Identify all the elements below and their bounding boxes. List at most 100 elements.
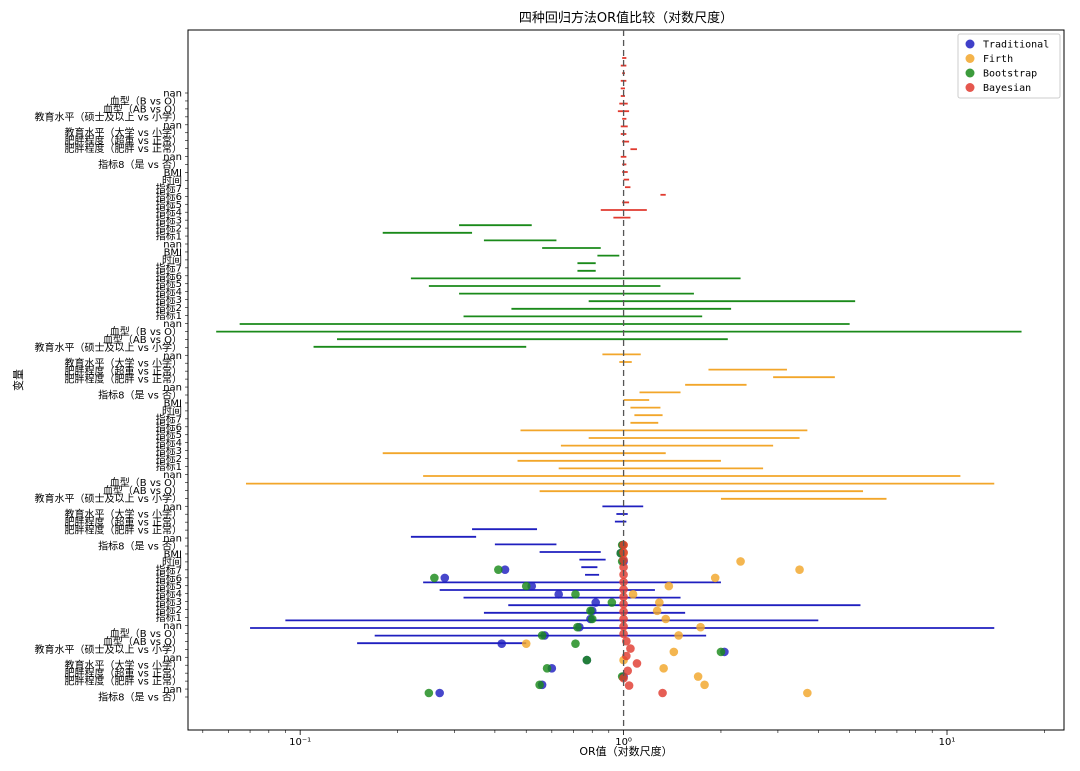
y-tick-label: 肥胖程度（肥胖 vs 正常） [65, 524, 183, 537]
y-tick-label: 肥胖程度（肥胖 vs 正常） [65, 142, 183, 155]
point-firth [803, 688, 812, 698]
point-firth [669, 647, 679, 657]
point-bootstrap [716, 647, 726, 657]
y-tick-label: 指标5 [156, 198, 182, 211]
x-tick-label: 10⁻¹ [289, 737, 311, 748]
y-tick-label: 教育水平（大学 vs 小学） [65, 357, 183, 370]
y-tick-label: 指标5 [156, 277, 182, 290]
point-firth [693, 672, 703, 681]
legend: Traditional Firth Bootstrap Bayesian [957, 33, 1061, 99]
y-tick-label: 指标3 [156, 444, 182, 457]
y-tick-label: nan [163, 621, 182, 632]
point-firth [652, 606, 662, 616]
y-tick-label: 指标3 [156, 214, 182, 227]
point-traditional [497, 639, 507, 648]
x-axis-label: OR值（对数尺度） [579, 744, 672, 758]
x-tick-label: 10¹ [939, 737, 956, 748]
y-tick-label: 血型（B vs O） [110, 94, 182, 107]
legend-marker [965, 68, 975, 78]
y-axis-label: 变量 [11, 369, 25, 391]
y-tick-label: nan [163, 120, 182, 131]
y-tick-label: nan [163, 351, 182, 362]
y-tick-label: 指标3 [156, 293, 182, 306]
legend-label: Firth [983, 54, 1013, 65]
y-tick-label: 肥胖程度（超重 vs 正常） [65, 667, 183, 680]
point-bootstrap [537, 631, 547, 640]
y-tick-label: 指标7 [156, 412, 182, 425]
y-tick-label: nan [163, 89, 182, 100]
point-bootstrap [430, 573, 439, 583]
y-tick-label: BMI [164, 168, 182, 179]
legend-label: Bootstrap [983, 69, 1037, 80]
y-tick-label: BMI [164, 549, 182, 560]
y-tick-label: 指标4 [156, 587, 182, 600]
chart-title: 四种回归方法OR值比较（对数尺度） [519, 10, 733, 26]
y-tick-label: 指标8（是 vs 否） [98, 540, 182, 553]
point-bootstrap [542, 664, 552, 673]
point-bayesian [624, 681, 634, 690]
y-tick-label: 时间 [162, 555, 182, 568]
point-bayesian [632, 659, 642, 668]
y-tick-label: nan [163, 152, 182, 163]
y-tick-label: 指标2 [156, 301, 182, 314]
legend-marker [965, 83, 975, 92]
y-tick-label: 指标2 [156, 222, 182, 235]
point-bayesian [658, 688, 667, 698]
point-traditional [500, 565, 510, 574]
point-firth [700, 680, 709, 690]
y-tick-label: 教育水平（硕士及以上 vs 小学） [35, 110, 183, 123]
y-tick-label: nan [163, 685, 182, 696]
y-tick-label: 时间 [162, 253, 182, 266]
y-tick-label: 指标6 [156, 571, 182, 584]
y-tick-label: 教育水平（大学 vs 小学） [65, 508, 183, 521]
y-tick-label: 指标1 [156, 309, 182, 322]
y-tick-label: nan [163, 653, 182, 664]
y-tick-label: 血型（AB vs O） [103, 635, 182, 648]
point-bootstrap [582, 655, 592, 665]
point-bootstrap [571, 590, 580, 599]
y-tick-label: 指标8（是 vs 否） [98, 158, 182, 171]
y-tick-label: 指标1 [156, 460, 182, 473]
y-tick-label: 教育水平（硕士及以上 vs 小学） [35, 643, 183, 656]
series-layer [216, 57, 1022, 645]
point-firth [795, 565, 804, 574]
point-traditional [591, 598, 601, 607]
point-firth [521, 639, 531, 648]
point-firth [736, 557, 745, 566]
point-bayesian [619, 555, 628, 565]
y-tick-label: nan [163, 319, 182, 330]
y-tick-label: 血型（AB vs O） [103, 102, 182, 115]
point-firth [696, 622, 705, 632]
y-tick-label: nan [163, 470, 182, 481]
point-bayesian [619, 562, 628, 572]
y-tick-label: 血型（AB vs O） [103, 484, 182, 497]
y-tick-label: 教育水平（硕士及以上 vs 小学） [35, 341, 183, 354]
point-bootstrap [521, 581, 531, 591]
y-tick-label: 指标8（是 vs 否） [98, 691, 182, 704]
points-layer [424, 540, 812, 698]
y-tick-label: 指标5 [156, 579, 182, 592]
y-tick-label: 指标2 [156, 603, 182, 616]
y-tick-label: 教育水平（硕士及以上 vs 小学） [35, 492, 183, 505]
y-tick-label: 指标2 [156, 452, 182, 465]
legend-label: Traditional [983, 40, 1049, 51]
y-tick-label: 肥胖程度（肥胖 vs 正常） [65, 675, 183, 688]
y-tick-label: 肥胖程度（超重 vs 正常） [65, 516, 183, 529]
point-bayesian [619, 673, 628, 683]
point-bootstrap [573, 622, 582, 632]
point-firth [710, 573, 720, 583]
y-tick-label: 指标4 [156, 206, 182, 219]
y-tick-label: 指标4 [156, 285, 182, 298]
point-bayesian [626, 644, 635, 653]
point-bayesian [619, 614, 628, 624]
point-firth [661, 614, 671, 624]
y-tick-label: 时间 [162, 174, 182, 187]
point-traditional [440, 573, 450, 583]
y-tick-label: 时间 [162, 404, 182, 417]
y-tick-label: 血型（B vs O） [110, 325, 182, 338]
y-tick-label: nan [163, 534, 182, 545]
point-firth [664, 581, 674, 591]
point-bootstrap [424, 688, 434, 698]
y-tick-label: 指标6 [156, 269, 182, 282]
